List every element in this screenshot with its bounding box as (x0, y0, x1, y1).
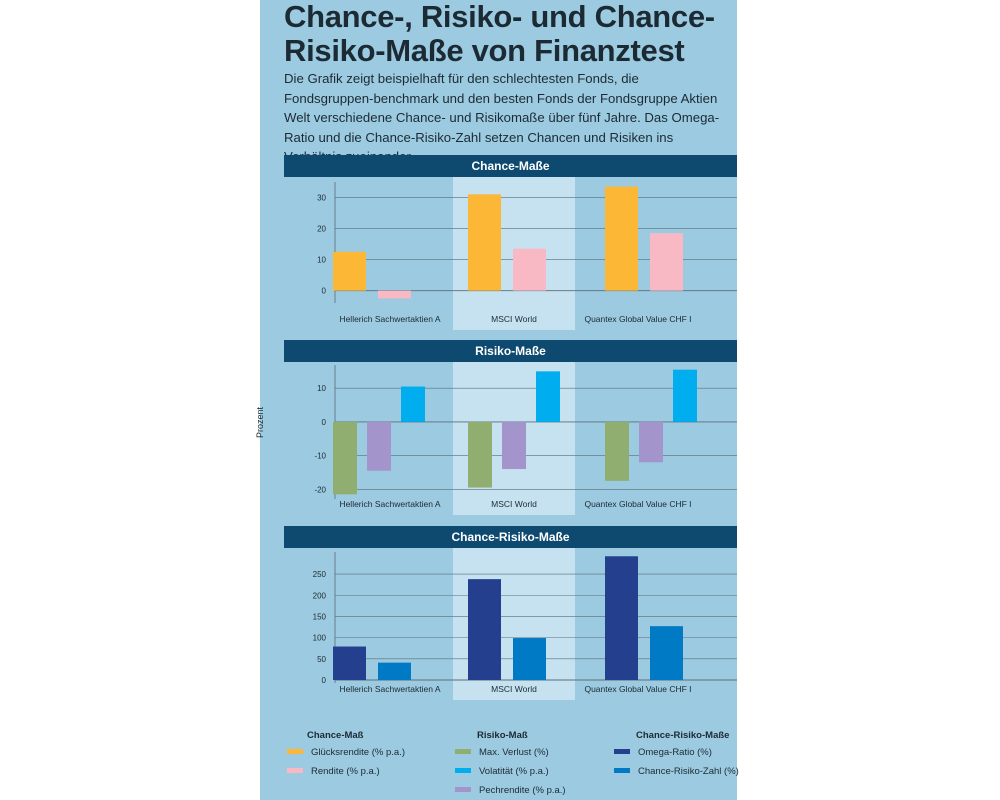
category-label: Hellerich Sachwertaktien A (339, 684, 440, 694)
legend-swatch (455, 786, 471, 792)
legend-swatch (614, 748, 630, 754)
y-tick-label: 0 (322, 676, 327, 685)
chance-header: Chance-Maße (284, 155, 737, 177)
bar-2-2-1 (650, 626, 683, 680)
legend-label: Max. Verlust (%) (479, 747, 549, 758)
bar-2-1-1 (513, 638, 546, 680)
y-tick-label: 100 (313, 634, 327, 643)
bar-0-1-0 (468, 194, 501, 291)
chance-risiko-header: Chance-Risiko-Maße (284, 526, 737, 548)
page-title: Chance-, Risiko- und Chance-Risiko-Maße … (284, 0, 715, 68)
category-label: Hellerich Sachwertaktien A (339, 499, 440, 509)
bar-1-1-0 (468, 421, 492, 488)
y-tick-label: 0 (322, 418, 327, 427)
category-label: MSCI World (491, 499, 537, 509)
category-label: Quantex Global Value CHF I (584, 499, 691, 509)
bar-2-0-0 (333, 646, 366, 680)
bar-0-2-1 (650, 233, 683, 291)
legend-item: Volatität (% p.a.) (455, 765, 549, 779)
bar-2-2-0 (605, 556, 638, 680)
bar-1-1-1 (502, 421, 526, 470)
y-tick-label: 0 (322, 287, 327, 296)
category-label: MSCI World (491, 684, 537, 694)
bar-1-2-2 (673, 369, 697, 422)
legend-heading: Risiko-Maß (477, 730, 528, 741)
legend-item: Max. Verlust (%) (455, 746, 549, 760)
legend-swatch (287, 767, 303, 773)
legend-swatch (287, 748, 303, 754)
page-subtitle: Die Grafik zeigt beispielhaft für den sc… (284, 71, 720, 164)
bar-1-1-2 (536, 371, 560, 422)
legend-item: Rendite (% p.a.) (287, 765, 380, 779)
bar-1-0-1 (367, 421, 391, 471)
bar-2-0-1 (378, 662, 411, 680)
y-tick-label: 150 (313, 612, 327, 621)
legend-label: Volatität (% p.a.) (479, 766, 549, 777)
bar-0-2-0 (605, 186, 638, 291)
legend-label: Glücksrendite (% p.a.) (311, 747, 405, 758)
legend-label: Chance-Risiko-Zahl (%) (638, 766, 739, 777)
legend-label: Omega-Ratio (%) (638, 747, 712, 758)
legend-label: Rendite (% p.a.) (311, 766, 380, 777)
y-tick-label: 250 (313, 570, 327, 579)
legend-item: Omega-Ratio (%) (614, 746, 712, 760)
y-tick-label: 30 (317, 193, 326, 202)
bar-1-2-1 (639, 421, 663, 463)
bar-0-1-1 (513, 248, 546, 291)
y-tick-label: 20 (317, 225, 326, 234)
legend-item: Chance-Risiko-Zahl (%) (614, 765, 739, 779)
bar-0-0-0 (333, 251, 366, 291)
category-label: MSCI World (491, 314, 537, 324)
legend-heading: Chance-Maß (307, 730, 364, 741)
bar-1-0-2 (401, 386, 425, 422)
legend-label: Pechrendite (% p.a.) (479, 785, 566, 796)
legend-item: Glücksrendite (% p.a.) (287, 746, 405, 760)
bar-2-1-0 (468, 579, 501, 680)
risiko-header: Risiko-Maße (284, 340, 737, 362)
y-tick-label: 200 (313, 591, 327, 600)
y-tick-label: 10 (317, 256, 326, 265)
legend-swatch (455, 748, 471, 754)
bar-1-0-0 (333, 421, 357, 495)
bar-0-0-1 (378, 290, 411, 299)
category-label: Hellerich Sachwertaktien A (339, 314, 440, 324)
y-tick-label: 50 (317, 655, 326, 664)
category-label: Quantex Global Value CHF I (584, 684, 691, 694)
legend-swatch (455, 767, 471, 773)
legend-item: Pechrendite (% p.a.) (455, 784, 566, 798)
legend-heading: Chance-Risiko-Maße (636, 730, 730, 741)
legend-swatch (614, 767, 630, 773)
y-tick-label: 10 (317, 384, 326, 393)
y-tick-label: -10 (314, 452, 326, 461)
category-label: Quantex Global Value CHF I (584, 314, 691, 324)
y-tick-label: -20 (314, 485, 326, 494)
bar-1-2-0 (605, 421, 629, 481)
